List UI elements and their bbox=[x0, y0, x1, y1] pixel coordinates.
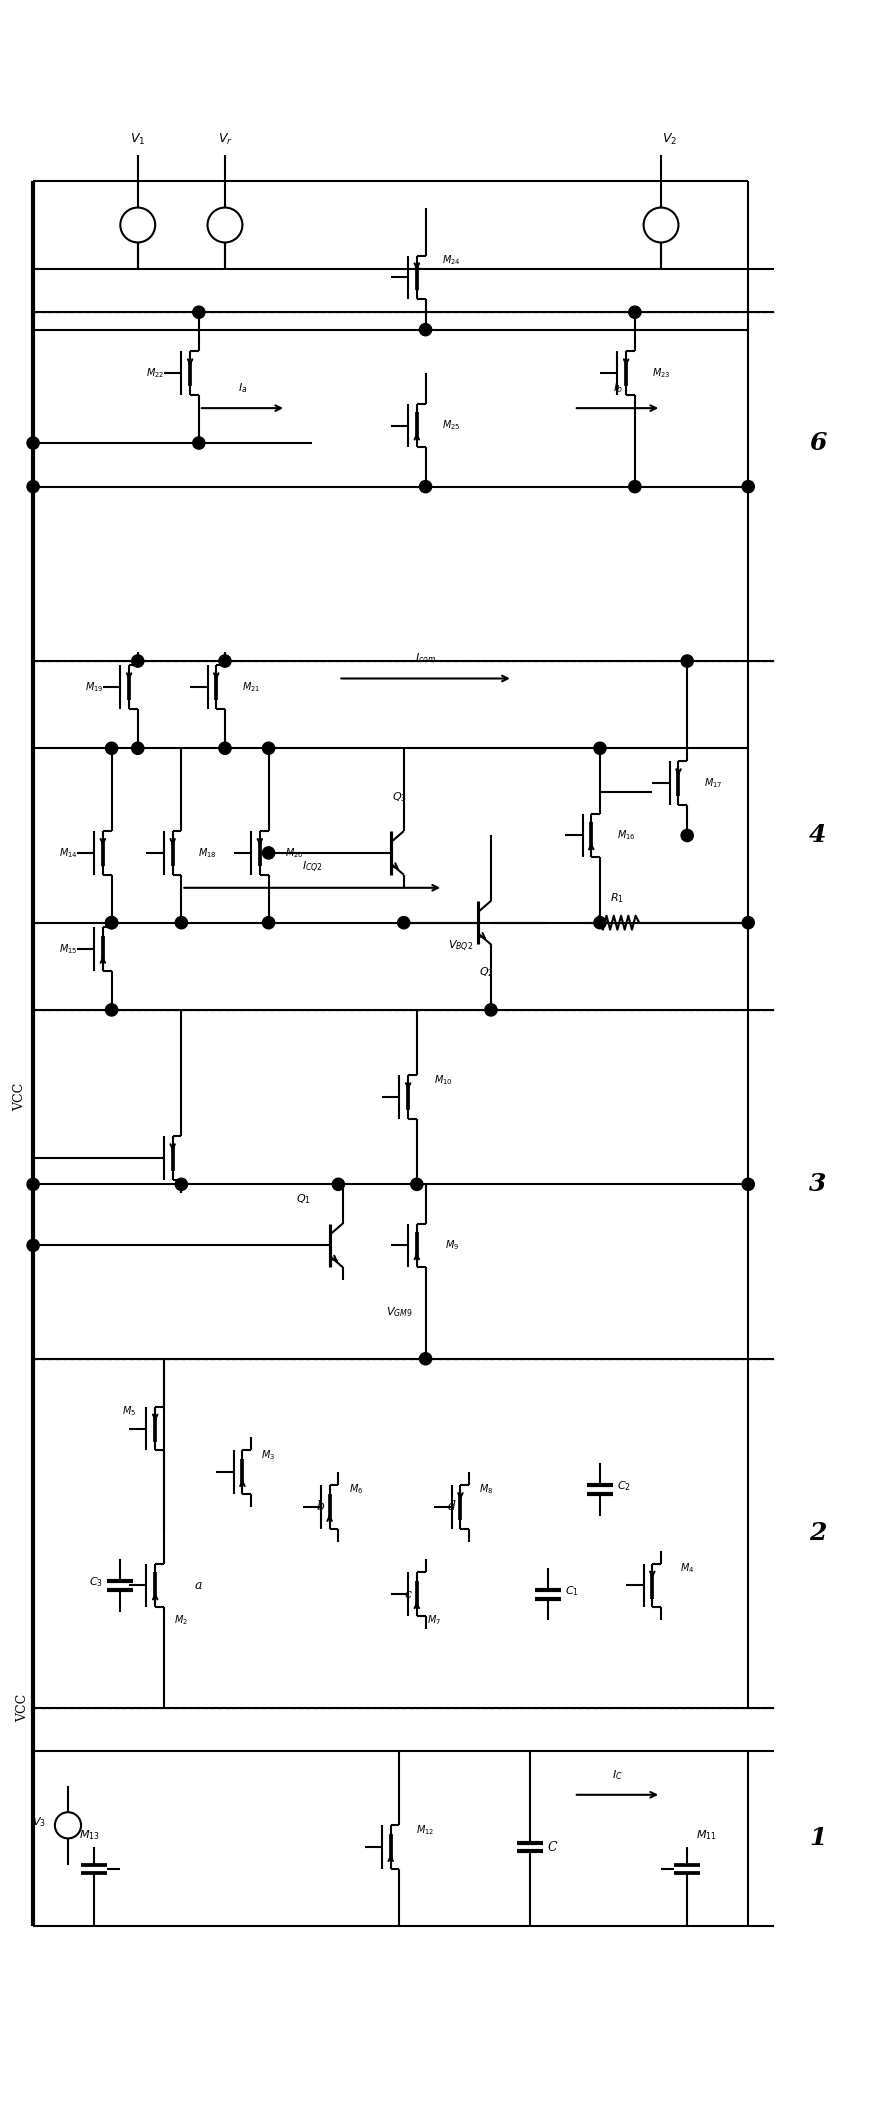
Text: $M_{19}$: $M_{19}$ bbox=[85, 681, 104, 693]
Text: $V_1$: $V_1$ bbox=[130, 131, 145, 147]
Circle shape bbox=[27, 1239, 39, 1252]
Text: $M_{10}$: $M_{10}$ bbox=[433, 1072, 453, 1087]
Text: $M_{18}$: $M_{18}$ bbox=[198, 847, 217, 860]
Text: $I_{CQ2}$: $I_{CQ2}$ bbox=[302, 860, 323, 874]
Text: $M_{16}$: $M_{16}$ bbox=[617, 828, 635, 843]
Circle shape bbox=[629, 306, 641, 318]
Text: $M_{17}$: $M_{17}$ bbox=[704, 775, 723, 790]
Text: $R_1$: $R_1$ bbox=[610, 891, 625, 904]
Circle shape bbox=[105, 917, 118, 929]
Circle shape bbox=[594, 742, 606, 754]
Text: $M_{13}$: $M_{13}$ bbox=[80, 1829, 100, 1842]
Text: $V_{GM9}$: $V_{GM9}$ bbox=[386, 1304, 413, 1319]
Circle shape bbox=[105, 917, 118, 929]
Text: $V_{BQ2}$: $V_{BQ2}$ bbox=[447, 938, 473, 954]
Text: $M_9$: $M_9$ bbox=[445, 1239, 459, 1252]
Circle shape bbox=[27, 480, 39, 493]
Text: C: C bbox=[548, 1842, 557, 1854]
Text: $V_3$: $V_3$ bbox=[32, 1816, 46, 1829]
Text: VCC: VCC bbox=[16, 1694, 28, 1721]
Circle shape bbox=[27, 436, 39, 449]
Text: $M_{23}$: $M_{23}$ bbox=[652, 367, 671, 379]
Text: VCC: VCC bbox=[13, 1083, 27, 1110]
Text: $M_2$: $M_2$ bbox=[175, 1614, 189, 1627]
Circle shape bbox=[105, 1003, 118, 1016]
Text: $M_7$: $M_7$ bbox=[427, 1614, 441, 1627]
Text: $I_b$: $I_b$ bbox=[612, 381, 622, 394]
Text: $M_{14}$: $M_{14}$ bbox=[58, 847, 77, 860]
Text: $Q_2$: $Q_2$ bbox=[479, 965, 494, 980]
Text: 3: 3 bbox=[809, 1171, 827, 1197]
Text: a: a bbox=[195, 1578, 203, 1593]
Circle shape bbox=[175, 917, 188, 929]
Text: $Q_3$: $Q_3$ bbox=[392, 790, 407, 805]
Circle shape bbox=[105, 742, 118, 754]
Text: $M_{15}$: $M_{15}$ bbox=[58, 942, 77, 957]
Text: $M_3$: $M_3$ bbox=[261, 1448, 276, 1462]
Circle shape bbox=[262, 917, 275, 929]
Text: $M_{21}$: $M_{21}$ bbox=[242, 681, 260, 693]
Circle shape bbox=[192, 436, 205, 449]
Text: $V_2$: $V_2$ bbox=[662, 131, 677, 147]
Text: c: c bbox=[405, 1589, 412, 1601]
Text: 2: 2 bbox=[809, 1521, 827, 1544]
Text: 6: 6 bbox=[809, 432, 827, 455]
Circle shape bbox=[27, 1178, 39, 1190]
Circle shape bbox=[742, 1178, 754, 1190]
Text: $M_{11}$: $M_{11}$ bbox=[696, 1829, 717, 1842]
Circle shape bbox=[175, 1178, 188, 1190]
Text: $M_{25}$: $M_{25}$ bbox=[442, 419, 461, 432]
Text: $M_8$: $M_8$ bbox=[479, 1483, 494, 1496]
Text: $C_3$: $C_3$ bbox=[89, 1576, 103, 1589]
Circle shape bbox=[262, 847, 275, 860]
Circle shape bbox=[419, 480, 431, 493]
Circle shape bbox=[219, 742, 231, 754]
Circle shape bbox=[132, 655, 144, 668]
Text: $M_{22}$: $M_{22}$ bbox=[146, 367, 165, 379]
Circle shape bbox=[132, 742, 144, 754]
Circle shape bbox=[594, 917, 606, 929]
Circle shape bbox=[332, 1178, 345, 1190]
Text: $I_{com}$: $I_{com}$ bbox=[415, 651, 436, 666]
Circle shape bbox=[398, 917, 410, 929]
Circle shape bbox=[681, 655, 694, 668]
Circle shape bbox=[742, 480, 754, 493]
Circle shape bbox=[411, 1178, 423, 1190]
Circle shape bbox=[629, 480, 641, 493]
Text: $V_r$: $V_r$ bbox=[218, 131, 232, 147]
Text: $M_4$: $M_4$ bbox=[680, 1561, 695, 1574]
Circle shape bbox=[419, 324, 431, 335]
Circle shape bbox=[681, 830, 694, 841]
Circle shape bbox=[485, 1003, 497, 1016]
Text: 4: 4 bbox=[809, 824, 827, 847]
Circle shape bbox=[742, 917, 754, 929]
Circle shape bbox=[219, 655, 231, 668]
Circle shape bbox=[419, 1353, 431, 1365]
Text: $I_C$: $I_C$ bbox=[612, 1768, 623, 1783]
Text: 1: 1 bbox=[809, 1827, 827, 1850]
Text: $I_a$: $I_a$ bbox=[237, 381, 247, 394]
Text: $M_{20}$: $M_{20}$ bbox=[285, 847, 304, 860]
Text: $C_1$: $C_1$ bbox=[565, 1584, 579, 1597]
Circle shape bbox=[192, 306, 205, 318]
Text: $M_5$: $M_5$ bbox=[122, 1403, 136, 1418]
Circle shape bbox=[262, 742, 275, 754]
Text: $Q_1$: $Q_1$ bbox=[296, 1193, 311, 1205]
Text: b: b bbox=[317, 1500, 325, 1513]
Text: d: d bbox=[447, 1500, 455, 1513]
Text: $M_6$: $M_6$ bbox=[348, 1483, 363, 1496]
Text: $M_{12}$: $M_{12}$ bbox=[416, 1823, 435, 1837]
Text: $C_2$: $C_2$ bbox=[618, 1479, 632, 1494]
Text: $M_{24}$: $M_{24}$ bbox=[442, 253, 461, 268]
